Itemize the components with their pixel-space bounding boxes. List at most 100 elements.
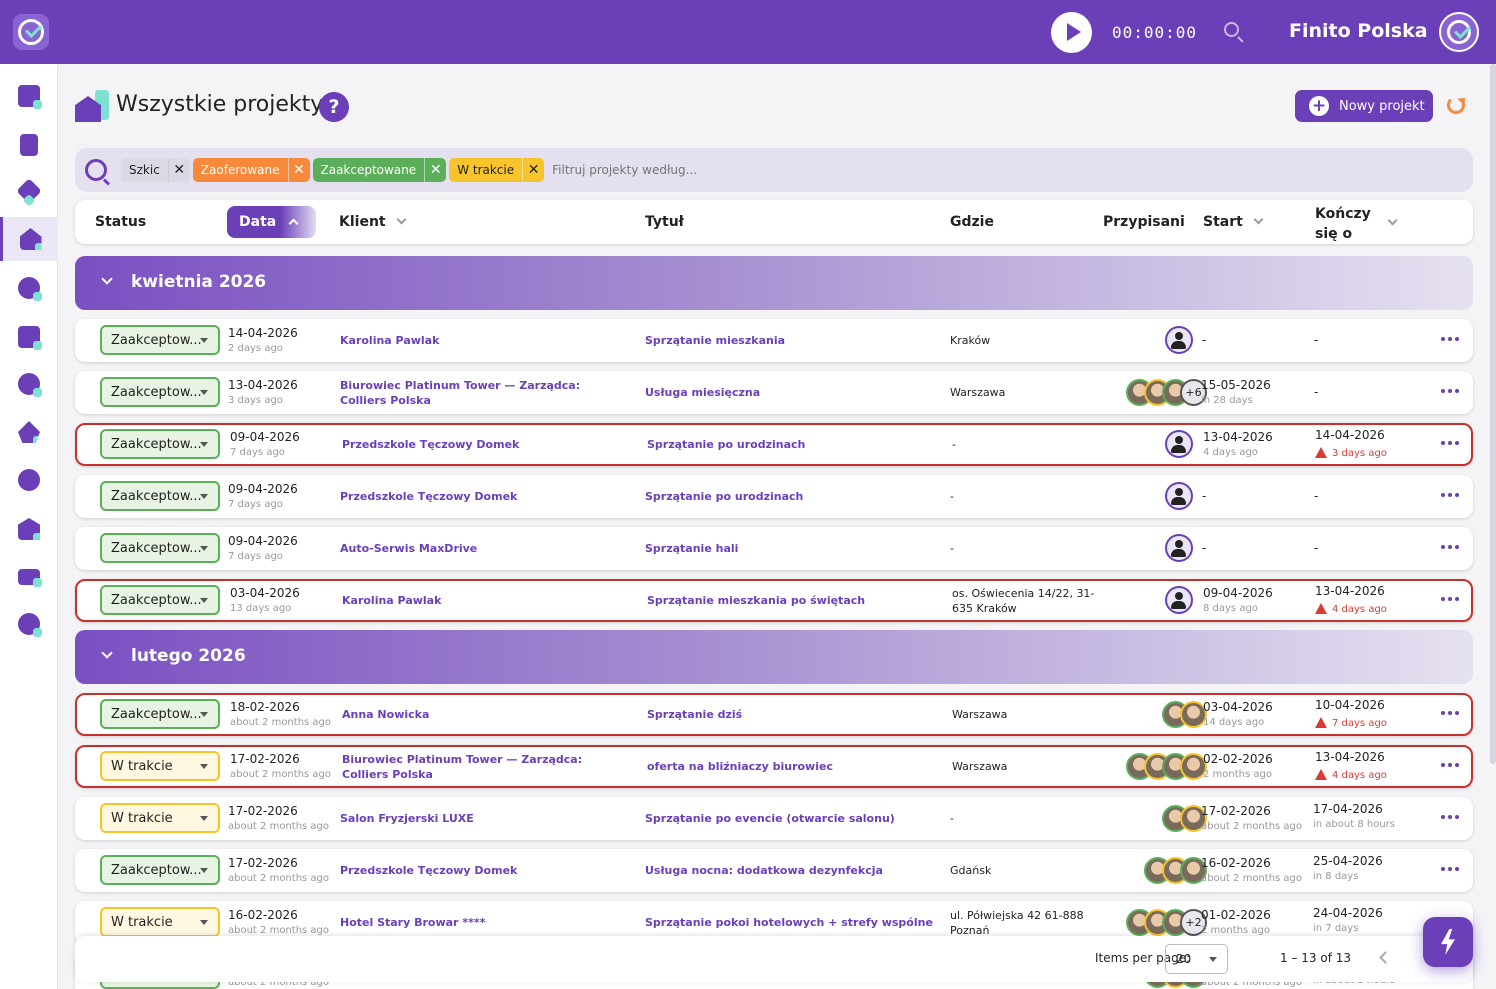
row-title-link[interactable]: Sprzątanie po urodzinach: [645, 490, 804, 503]
table-row[interactable]: Zaakceptow... 09-04-2026 7 days ago Auto-Se…: [75, 527, 1473, 570]
app-logo-icon[interactable]: [13, 14, 49, 50]
sidebar-item-tools[interactable]: [0, 362, 58, 406]
sidebar-item-clients[interactable]: [0, 266, 58, 310]
filter-input[interactable]: [552, 163, 853, 177]
filter-chip-zaoferowane[interactable]: Zaoferowane ✕: [192, 158, 310, 182]
close-icon[interactable]: ✕: [167, 158, 190, 182]
search-icon[interactable]: [1224, 22, 1239, 37]
close-icon[interactable]: ✕: [522, 158, 544, 182]
sidebar-item-tags[interactable]: [0, 169, 58, 213]
row-client-link[interactable]: Anna Nowicka: [342, 708, 430, 721]
column-data-sort[interactable]: Data: [227, 206, 316, 238]
status-select[interactable]: Zaakceptow...: [100, 377, 220, 407]
status-select[interactable]: W trakcie: [100, 803, 220, 833]
table-row[interactable]: Zaakceptow... 17-02-2026 about 2 months ag…: [75, 849, 1473, 892]
row-title-link[interactable]: Sprzątanie mieszkania: [645, 334, 786, 347]
assign-user-icon[interactable]: [1165, 326, 1193, 354]
status-select[interactable]: Zaakceptow...: [100, 585, 220, 615]
status-select[interactable]: W trakcie: [100, 907, 220, 937]
row-title-link[interactable]: oferta na bliźniaczy biurowiec: [647, 760, 833, 773]
assign-user-icon[interactable]: [1165, 482, 1193, 510]
row-title-link[interactable]: Sprzątanie po evencie (otwarcie salonu): [645, 812, 895, 825]
assign-user-icon[interactable]: [1165, 586, 1193, 614]
row-client-link[interactable]: Przedszkole Tęczowy Domek: [340, 490, 518, 503]
status-select[interactable]: Zaakceptow...: [100, 533, 220, 563]
filter-chip-szkic[interactable]: Szkic ✕: [121, 158, 190, 182]
row-title-link[interactable]: Usługa nocna: dodatkowa dezynfekcja: [645, 864, 883, 877]
row-more-button[interactable]: [1441, 493, 1459, 497]
items-per-page-select[interactable]: 20: [1165, 944, 1228, 974]
status-select[interactable]: Zaakceptow...: [100, 481, 220, 511]
table-row[interactable]: W trakcie 17-02-2026 about 2 months ago Sal…: [75, 797, 1473, 840]
timer-play-button[interactable]: [1051, 12, 1092, 53]
row-client-link[interactable]: Biurowiec Platinum Tower — Zarządca: Col…: [340, 379, 581, 407]
avatar[interactable]: [1180, 753, 1207, 780]
status-select[interactable]: W trakcie: [100, 751, 220, 781]
row-client-link[interactable]: Hotel Stary Browar ****: [340, 916, 486, 929]
row-client-link[interactable]: Karolina Pawlak: [340, 334, 440, 347]
row-more-button[interactable]: [1441, 711, 1459, 715]
sidebar-item-history[interactable]: [0, 602, 58, 646]
row-client-link[interactable]: Karolina Pawlak: [342, 594, 442, 607]
sidebar-item-payments[interactable]: [0, 555, 58, 599]
sidebar-item-bank[interactable]: [0, 507, 58, 551]
row-more-button[interactable]: [1441, 763, 1459, 767]
row-title-link[interactable]: Sprzątanie po urodzinach: [647, 438, 806, 451]
row-client-link[interactable]: Biurowiec Platinum Tower — Zarządca: Col…: [342, 753, 583, 781]
quick-action-button[interactable]: [1423, 917, 1473, 967]
row-more-button[interactable]: [1441, 389, 1459, 393]
row-more-button[interactable]: [1441, 337, 1459, 341]
refresh-icon[interactable]: [1447, 96, 1465, 114]
row-more-button[interactable]: [1441, 867, 1459, 871]
row-more-button[interactable]: [1441, 597, 1459, 601]
sidebar-item-dashboard[interactable]: [0, 74, 58, 118]
table-row[interactable]: W trakcie 17-02-2026 about 2 months ago Biu…: [75, 745, 1473, 788]
user-avatar[interactable]: [1439, 12, 1479, 52]
row-client-link[interactable]: Przedszkole Tęczowy Domek: [342, 438, 520, 451]
assign-user-icon[interactable]: [1165, 534, 1193, 562]
sidebar-item-projects[interactable]: [0, 217, 58, 261]
sidebar-item-time[interactable]: [0, 458, 58, 502]
help-icon[interactable]: ?: [319, 92, 349, 122]
assign-user-icon[interactable]: [1165, 430, 1193, 458]
chevron-left-icon[interactable]: [1379, 951, 1392, 964]
table-row[interactable]: Zaakceptow... 09-04-2026 7 days ago Przedsz…: [75, 475, 1473, 518]
sidebar-item-cleaning[interactable]: [0, 410, 58, 454]
avatar[interactable]: [1180, 857, 1207, 884]
row-more-button[interactable]: [1441, 441, 1459, 445]
row-title-link[interactable]: Sprzątanie hali: [645, 542, 739, 555]
filter-chip-zaakceptowane[interactable]: Zaakceptowane ✕: [312, 158, 447, 182]
row-title-link[interactable]: Usługa miesięczna: [645, 386, 761, 399]
sidebar-item-calendar[interactable]: [0, 315, 58, 359]
table-row[interactable]: Zaakceptow... 03-04-2026 13 days ago Karoli…: [75, 579, 1473, 622]
new-project-button[interactable]: + Nowy projekt: [1295, 90, 1433, 122]
table-row[interactable]: Zaakceptow... 13-04-2026 3 days ago Biurowi…: [75, 371, 1473, 414]
row-title-link[interactable]: Sprzątanie dziś: [647, 708, 743, 721]
sidebar-item-documents[interactable]: [0, 123, 58, 167]
status-select[interactable]: Zaakceptow...: [100, 429, 220, 459]
assignees-more-badge[interactable]: +6: [1180, 379, 1207, 406]
row-title-link[interactable]: Sprzątanie pokoi hotelowych + strefy wsp…: [645, 916, 933, 929]
row-client-link[interactable]: Salon Fryzjerski LUXE: [340, 812, 474, 825]
scrollbar[interactable]: [1490, 64, 1496, 764]
row-title-link[interactable]: Sprzątanie mieszkania po świętach: [647, 594, 866, 607]
status-select[interactable]: Zaakceptow...: [100, 855, 220, 885]
assignees-more-badge[interactable]: +2: [1180, 909, 1207, 936]
column-klient[interactable]: Klient: [339, 214, 407, 230]
row-client-link[interactable]: Auto-Serwis MaxDrive: [340, 542, 478, 555]
table-row[interactable]: Zaakceptow... 09-04-2026 7 days ago Przedsz…: [75, 423, 1473, 466]
chevron-down-icon[interactable]: [1387, 215, 1398, 226]
column-konczy[interactable]: Kończy się o: [1315, 206, 1371, 242]
group-header[interactable]: lutego 2026: [75, 630, 1473, 684]
row-more-button[interactable]: [1441, 545, 1459, 549]
company-name[interactable]: Finito Polska: [1289, 20, 1428, 42]
table-row[interactable]: Zaakceptow... 18-02-2026 about 2 months ag…: [75, 693, 1473, 736]
group-header[interactable]: kwietnia 2026: [75, 256, 1473, 310]
column-start[interactable]: Start: [1203, 214, 1264, 230]
row-client-link[interactable]: Przedszkole Tęczowy Domek: [340, 864, 518, 877]
filter-chip-w-trakcie[interactable]: W trakcie ✕: [449, 158, 545, 182]
close-icon[interactable]: ✕: [287, 158, 310, 182]
close-icon[interactable]: ✕: [424, 158, 446, 182]
avatar[interactable]: [1180, 805, 1207, 832]
table-row[interactable]: Zaakceptow... 14-04-2026 2 days ago Karolin…: [75, 319, 1473, 362]
